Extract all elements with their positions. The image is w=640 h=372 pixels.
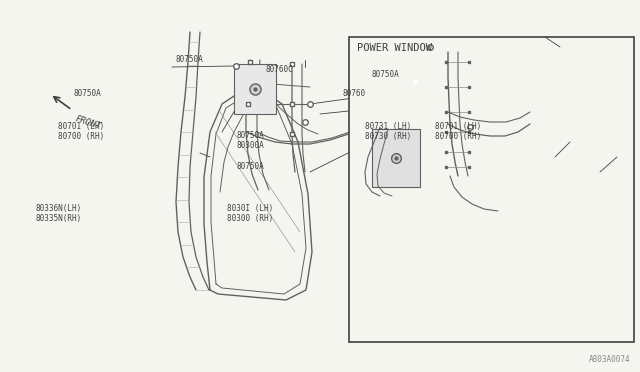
Text: 80760C: 80760C [266, 65, 293, 74]
Text: 80731 (LH): 80731 (LH) [365, 122, 411, 131]
Text: 80750A: 80750A [74, 89, 101, 97]
Text: 80336N(LH): 80336N(LH) [35, 204, 81, 213]
Text: 80701 (LH): 80701 (LH) [435, 122, 481, 131]
Text: 80750A: 80750A [371, 70, 399, 79]
Text: 80701 (LH): 80701 (LH) [58, 122, 104, 131]
Text: 80700 (RH): 80700 (RH) [435, 132, 481, 141]
Text: 80750A: 80750A [237, 162, 264, 171]
Bar [372, 129, 420, 187]
Text: FRONT: FRONT [74, 114, 102, 131]
Text: 80730 (RH): 80730 (RH) [365, 132, 411, 141]
Text: 80750A: 80750A [237, 131, 264, 140]
Text: A803A0074: A803A0074 [588, 355, 630, 364]
Text: 80750A: 80750A [176, 55, 204, 64]
Text: 80300 (RH): 80300 (RH) [227, 214, 273, 223]
Text: 80300A: 80300A [237, 141, 264, 150]
Text: 80335N(RH): 80335N(RH) [35, 214, 81, 223]
Text: 8030I (LH): 8030I (LH) [227, 204, 273, 213]
Text: 80700 (RH): 80700 (RH) [58, 132, 104, 141]
Text: 80760: 80760 [342, 89, 365, 98]
Text: POWER WINDOW: POWER WINDOW [357, 43, 432, 53]
Bar [349, 37, 634, 342]
Bar [234, 64, 276, 114]
